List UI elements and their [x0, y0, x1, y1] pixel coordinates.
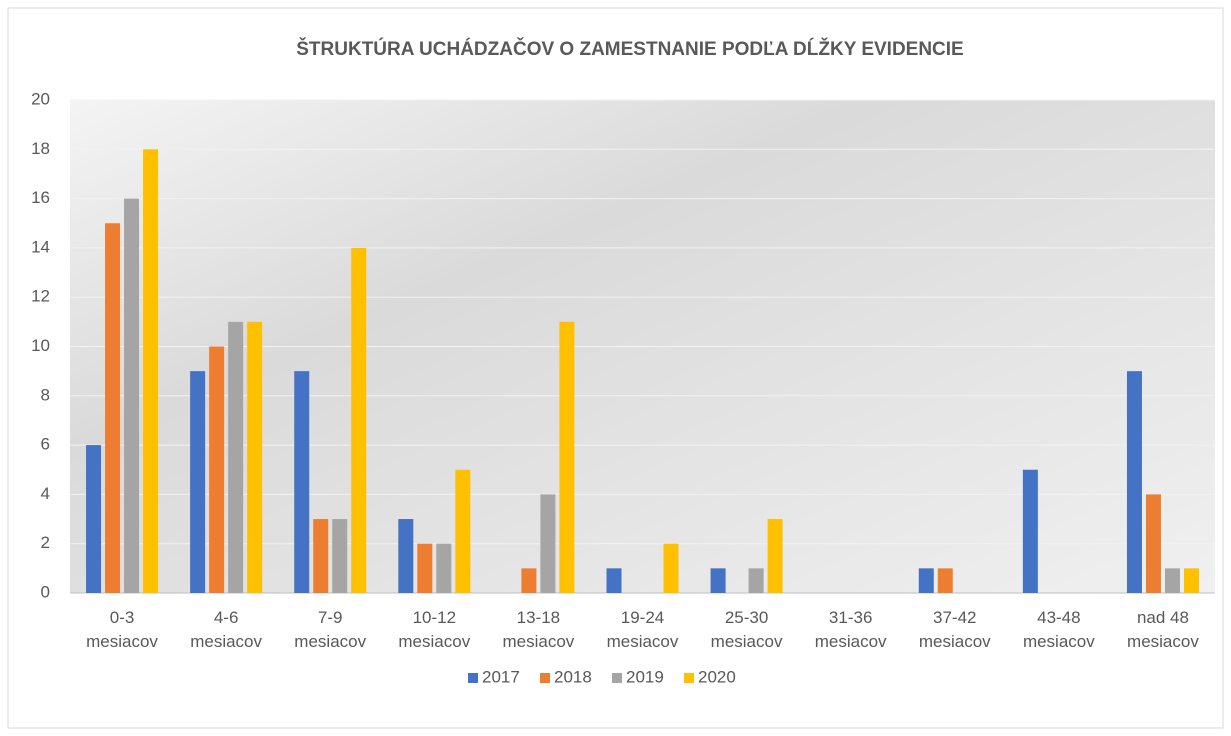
bar: [313, 519, 329, 593]
bar: [86, 445, 102, 593]
y-tick-label: 6: [41, 435, 50, 454]
legend-swatch: [468, 673, 478, 683]
bar: [143, 149, 159, 594]
bar: [521, 568, 537, 593]
x-tick-label: 37-42 mesiacov: [918, 608, 991, 651]
x-tick-label: 0-3 mesiacov: [86, 608, 158, 651]
bar: [606, 568, 622, 593]
bar: [748, 568, 764, 593]
bar: [351, 247, 367, 593]
x-tick-label: 19-24 mesiacov: [606, 608, 679, 651]
y-tick-label: 2: [41, 533, 50, 552]
y-tick-label: 20: [31, 89, 50, 108]
x-tick-label: nad 48 mesiacov: [1127, 608, 1199, 651]
bar: [124, 198, 140, 593]
y-tick-label: 4: [41, 484, 50, 503]
bar: [332, 519, 348, 593]
y-tick-label: 0: [41, 582, 50, 601]
bar: [1164, 568, 1180, 593]
x-tick-label: 10-12 mesiacov: [398, 608, 471, 651]
bar: [436, 543, 452, 593]
bar: [105, 223, 121, 593]
x-tick-label: 13-18 mesiacov: [502, 608, 575, 651]
x-tick-label: 25-30 mesiacov: [710, 608, 783, 651]
bar: [1126, 371, 1142, 593]
bar: [1145, 494, 1161, 593]
legend-swatch: [540, 673, 550, 683]
bar: [918, 568, 934, 593]
x-tick-label: 31-36 mesiacov: [814, 608, 887, 651]
bar: [209, 346, 225, 593]
bar: [540, 494, 556, 593]
legend-swatch: [612, 673, 622, 683]
y-tick-label: 16: [31, 188, 50, 207]
y-tick-label: 14: [31, 237, 50, 256]
legend-label: 2018: [554, 667, 592, 686]
x-tick-label: 7-9 mesiacov: [294, 608, 367, 651]
legend-label: 2020: [698, 667, 736, 686]
bar: [663, 543, 679, 593]
x-tick-label: 43-48 mesiacov: [1022, 608, 1095, 651]
bar: [937, 568, 953, 593]
bar: [710, 568, 726, 593]
bar: [1022, 469, 1038, 593]
bar: [228, 321, 244, 593]
bar: [294, 371, 310, 593]
y-tick-label: 12: [31, 287, 50, 306]
legend-swatch: [684, 673, 694, 683]
bar: [417, 543, 433, 593]
bar: [455, 469, 471, 593]
bar: [398, 519, 414, 593]
y-tick-label: 18: [31, 139, 50, 158]
legend-label: 2017: [482, 667, 520, 686]
bar: [190, 371, 206, 593]
y-tick-label: 8: [41, 385, 50, 404]
x-tick-label: 4-6 mesiacov: [190, 608, 263, 651]
legend-label: 2019: [626, 667, 664, 686]
bar: [1183, 568, 1199, 593]
bar: [767, 519, 783, 593]
chart-title: ŠTRUKTÚRA UCHÁDZAČOV O ZAMESTNANIE PODĽA…: [296, 38, 963, 60]
bar: [559, 321, 575, 593]
y-tick-label: 10: [31, 336, 50, 355]
bar: [247, 321, 263, 593]
